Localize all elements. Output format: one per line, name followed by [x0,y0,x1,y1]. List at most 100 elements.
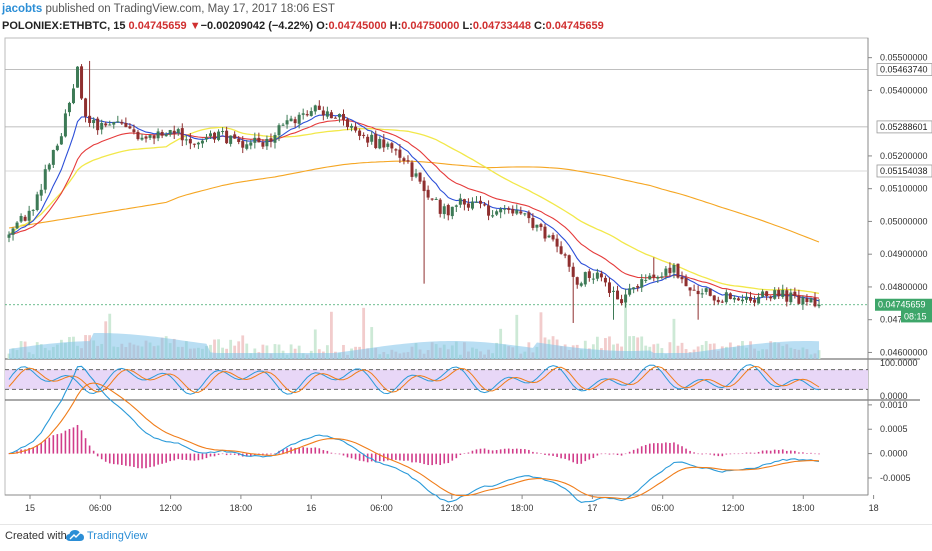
candle-body [559,246,563,254]
candle-body [346,119,350,128]
candle-body [245,144,249,149]
candle-body [293,119,297,124]
macd-hist-bar [507,448,510,454]
created-with-text: Created with [5,530,67,542]
publish-line: jacobts published on TradingView.com, Ma… [2,3,335,15]
macd-hist-bar [391,453,393,461]
candle-body [470,201,474,209]
volume-bar [237,341,241,359]
candle-body [668,267,672,274]
candle-body [479,200,483,204]
macd-hist-bar [346,453,349,458]
volume-bar [241,335,245,359]
time-tick-label: 18:00 [792,503,815,513]
candle-body [100,122,104,130]
volume-bar [676,345,680,359]
close-label: C: [534,20,546,32]
candle-body [19,215,23,222]
macd-hist-bar [773,449,776,454]
candle-body [168,129,172,135]
candle-body [583,272,587,285]
candle-body [225,130,229,144]
volume-bar [640,336,644,359]
macd-hist-bar [213,453,216,457]
macd-hist-bar [503,448,506,454]
candle-body [430,198,434,200]
candle-body [785,290,789,302]
tradingview-brand-link[interactable]: TradingView [87,530,148,542]
macd-hist-bar [463,453,466,454]
macd-hist-bar [370,453,373,462]
volume-layer [7,301,821,359]
candle-body [47,164,51,170]
macd-hist-bar [616,453,619,456]
macd-hist-bar [76,424,79,454]
candle-body [84,98,88,117]
volume-bar [672,318,676,359]
volume-bar [595,336,599,359]
time-tick-label: 12:00 [722,503,745,513]
stoch-tick-label: 100.0000 [880,358,918,368]
macd-hist-bar [245,453,248,457]
candle-body [410,162,414,177]
candle-body [446,205,450,216]
candle-body [317,105,321,110]
candle-body [76,66,80,88]
macd-hist-bar [411,453,413,463]
macd-hist-bar [36,444,39,454]
macd-hist-bar [745,452,748,454]
candle-body [237,138,241,142]
macd-hist-bar [104,453,107,462]
macd-hist-bar [491,450,494,454]
symbol-label[interactable]: POLONIEX:ETHBTC, 15 [2,20,126,32]
price-label-text: 0.05463740 [880,65,928,75]
macd-hist-bar [451,453,454,461]
macd-hist-bar [657,443,659,454]
time-tick-label: 16 [306,503,316,513]
candle-body [333,117,337,119]
macd-hist-bar [326,450,329,454]
macd-hist-bar [286,448,288,454]
candle-body [67,102,71,113]
volume-bar [289,344,293,359]
macd-hist-bar [568,453,570,461]
macd-hist-bar [713,453,716,456]
time-tick-label: 15 [25,503,35,513]
macd-hist-bar [403,453,405,461]
macd-hist-bar [697,453,699,455]
macd-hist-bar [157,453,159,465]
candle-body [27,210,31,221]
macd-hist-bar [757,451,760,454]
macd-hist-bar [769,450,772,454]
macd-hist-bar [72,427,75,454]
macd-hist-bar [129,453,131,467]
candle-body [527,212,531,219]
price-chart[interactable]: 0.05500000 0.05400000 0.05200000 0.05100000… [0,0,932,524]
macd-hist-bar [169,453,171,462]
macd-hist-bar [612,453,615,455]
volume-bar [632,336,636,359]
candle-body [366,136,370,143]
macd-tick-label: 0.0005 [880,424,908,434]
volume-bar [362,307,366,359]
macd-hist-bar [669,442,671,454]
candle-body [438,199,442,214]
candle-body [277,125,281,136]
candle-body [765,291,769,296]
volume-bar [245,343,249,359]
macd-hist-bar [298,447,300,454]
candle-body [704,288,708,292]
author-link[interactable]: jacobts [2,3,43,15]
candle-body [273,134,277,143]
candle-body [688,287,692,291]
candle-body [285,120,289,125]
macd-hist-bar [141,453,143,469]
macd-hist-bar [592,453,595,459]
macd-hist-bar [334,453,337,455]
macd-hist-bar [88,445,91,454]
candle-body [817,304,821,307]
candle-body [535,224,539,228]
macd-hist-bar [387,453,389,461]
candle-body [728,293,732,299]
macd-hist-bar [362,453,365,462]
